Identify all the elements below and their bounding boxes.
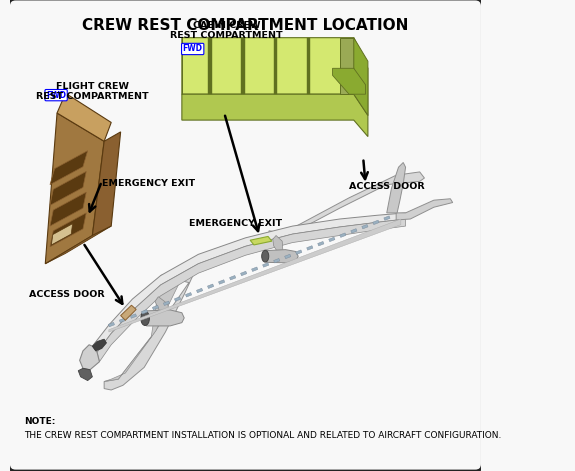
Polygon shape (174, 297, 181, 301)
Polygon shape (263, 263, 269, 267)
Text: FWD: FWD (46, 90, 66, 100)
Polygon shape (108, 322, 114, 327)
Polygon shape (208, 38, 212, 94)
Polygon shape (274, 259, 280, 263)
Polygon shape (250, 236, 272, 245)
Polygon shape (285, 254, 291, 259)
Polygon shape (306, 246, 313, 250)
Polygon shape (296, 250, 302, 254)
Polygon shape (78, 368, 93, 381)
Text: ACCESS DOOR: ACCESS DOOR (29, 290, 105, 299)
Text: NOTE:: NOTE: (24, 417, 55, 426)
Polygon shape (218, 280, 225, 284)
Polygon shape (144, 310, 184, 326)
Polygon shape (155, 297, 170, 318)
Polygon shape (351, 228, 357, 233)
Polygon shape (269, 172, 424, 240)
Polygon shape (104, 276, 179, 382)
Polygon shape (340, 38, 354, 94)
Polygon shape (121, 305, 136, 320)
Polygon shape (93, 339, 106, 351)
FancyBboxPatch shape (9, 0, 482, 471)
Polygon shape (329, 237, 335, 242)
Polygon shape (97, 219, 405, 362)
Polygon shape (229, 276, 236, 280)
Ellipse shape (262, 251, 269, 262)
Text: ACCESS DOOR: ACCESS DOOR (349, 181, 425, 191)
Text: FWD: FWD (183, 44, 203, 54)
Polygon shape (57, 93, 111, 141)
Text: CABIN CREW
REST COMPARTMENT: CABIN CREW REST COMPARTMENT (170, 21, 283, 40)
Polygon shape (50, 171, 86, 205)
Polygon shape (50, 213, 86, 247)
Polygon shape (182, 38, 368, 115)
Polygon shape (264, 250, 298, 263)
Polygon shape (45, 113, 104, 264)
Polygon shape (163, 301, 170, 306)
Polygon shape (50, 151, 87, 185)
Polygon shape (362, 224, 368, 229)
Text: EMERGENCY EXIT: EMERGENCY EXIT (102, 179, 195, 188)
Polygon shape (387, 162, 405, 213)
Text: CREW REST COMPARTMENT LOCATION: CREW REST COMPARTMENT LOCATION (82, 18, 409, 33)
Ellipse shape (141, 311, 150, 325)
Polygon shape (50, 192, 86, 226)
Polygon shape (80, 345, 99, 370)
Polygon shape (152, 305, 159, 310)
Polygon shape (51, 224, 72, 245)
Polygon shape (340, 233, 346, 237)
Text: EMERGENCY EXIT: EMERGENCY EXIT (189, 219, 282, 228)
Polygon shape (240, 271, 247, 276)
Polygon shape (373, 220, 379, 225)
Polygon shape (120, 318, 125, 323)
Polygon shape (274, 38, 278, 94)
Polygon shape (332, 68, 366, 94)
Polygon shape (109, 219, 401, 332)
Polygon shape (131, 314, 137, 318)
Polygon shape (318, 242, 324, 246)
Polygon shape (45, 226, 111, 264)
Polygon shape (306, 38, 310, 94)
Text: FLIGHT CREW
REST COMPARTMENT: FLIGHT CREW REST COMPARTMENT (36, 82, 149, 101)
Text: THE CREW REST COMPARTMENT INSTALLATION IS OPTIONAL AND RELATED TO AIRCRAFT CONFI: THE CREW REST COMPARTMENT INSTALLATION I… (24, 431, 501, 440)
Polygon shape (273, 236, 283, 253)
Polygon shape (197, 288, 203, 293)
Polygon shape (384, 216, 390, 220)
Polygon shape (93, 132, 121, 236)
Polygon shape (186, 292, 191, 297)
Polygon shape (104, 264, 198, 390)
Polygon shape (241, 38, 244, 94)
Polygon shape (141, 309, 148, 314)
Polygon shape (182, 94, 368, 137)
Polygon shape (252, 267, 258, 271)
Polygon shape (396, 199, 453, 220)
Polygon shape (354, 38, 368, 115)
Polygon shape (208, 284, 214, 289)
Polygon shape (93, 213, 405, 352)
